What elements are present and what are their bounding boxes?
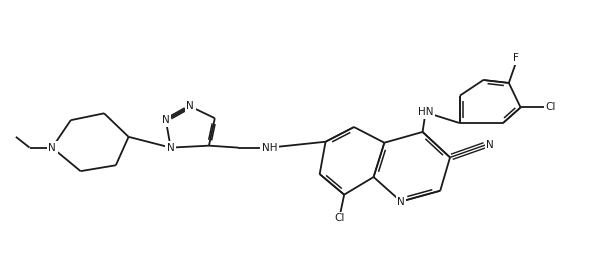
Text: Cl: Cl: [545, 102, 556, 112]
Text: N: N: [167, 143, 174, 153]
Text: N: N: [187, 101, 194, 111]
Text: N: N: [397, 197, 405, 206]
Text: NH: NH: [262, 143, 277, 153]
Text: N: N: [486, 140, 494, 150]
Text: HN: HN: [418, 107, 434, 117]
Text: Cl: Cl: [334, 213, 345, 223]
Text: N: N: [48, 143, 56, 153]
Text: N: N: [162, 115, 170, 125]
Text: F: F: [513, 53, 519, 63]
